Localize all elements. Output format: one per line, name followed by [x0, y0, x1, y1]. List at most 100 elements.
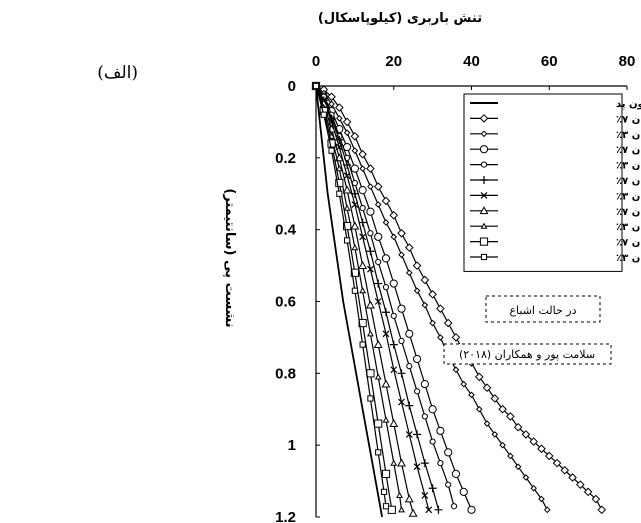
triangle-point — [389, 418, 399, 427]
x-point — [425, 506, 433, 514]
y-tick-label: 0.8 — [275, 365, 296, 382]
series-layer — [311, 81, 607, 518]
square-point — [359, 341, 366, 348]
annotation-saturated-text: در حالت اشباع — [509, 304, 576, 317]
legend-entry: H=B/6 سیمان ۷٪ — [470, 237, 641, 249]
circle-point — [390, 312, 397, 319]
plus-point — [413, 430, 422, 439]
x-point — [413, 463, 421, 471]
legend-label: H=B/2 سیمان ۳٪ — [616, 191, 641, 202]
square-point — [366, 369, 375, 378]
diamond-point — [521, 430, 531, 439]
diamond-point — [543, 506, 551, 514]
diamond-point — [390, 233, 398, 241]
diamond-point — [398, 251, 405, 259]
diamond-point — [335, 103, 344, 112]
diamond-point — [544, 451, 554, 461]
x-point — [351, 201, 359, 208]
y-axis-title: نشست پی (سانتیمتر) — [222, 188, 237, 327]
series-line — [315, 85, 414, 514]
square-point — [480, 253, 488, 261]
diamond-point — [576, 480, 585, 489]
plus-point — [428, 484, 437, 493]
legend-label: H=2B/3 سیمان ۷٪ — [616, 145, 641, 156]
legend-entry: پی بدون پد — [470, 99, 641, 110]
circle-point — [397, 304, 406, 313]
circle-point — [398, 337, 405, 345]
legend: پی بدون پد H=B سیمان ۷٪ H=B سیمان ۳٪ H=2B/3… — [463, 93, 641, 272]
x-point — [480, 191, 488, 199]
circle-point — [375, 258, 382, 266]
legend-entry: H=2B/3 سیمان ۳٪ — [470, 161, 641, 172]
diamond-point — [367, 183, 374, 190]
diamond-point — [451, 333, 461, 342]
diamond-point — [351, 147, 359, 154]
series-line — [315, 85, 387, 507]
x-axis-title: تنش باربری (کیلوپاسکال) — [318, 11, 482, 26]
triangle-point — [398, 506, 405, 513]
legend-entry: H=B/2 سیمان ۳٪ — [470, 191, 641, 202]
legend-label: H=B/3 سیمان ۳٪ — [616, 222, 641, 233]
square-point — [479, 237, 489, 246]
legend-label: H=B/6 سیمان ۳٪ — [616, 253, 641, 264]
square-point — [343, 221, 352, 231]
diamond-point — [389, 210, 399, 220]
triangle-point — [396, 491, 404, 499]
y-tick-label: 0 — [288, 78, 296, 95]
y-tick-label: 0.6 — [275, 294, 296, 311]
triangle-point — [480, 222, 488, 229]
circle-point — [374, 232, 383, 241]
annotation-reference-text: سلامت پور و همکاران (۲۰۱۸) — [459, 348, 595, 361]
circle-point — [445, 481, 452, 488]
circle-point — [382, 284, 390, 291]
plus-point — [397, 369, 406, 378]
legend-entry: H=B/3 سیمان ۷٪ — [470, 206, 641, 218]
y-tick-label: 1 — [288, 437, 296, 454]
circle-point — [437, 460, 444, 467]
diamond-point — [336, 115, 343, 122]
x-tick-label: 60 — [541, 53, 558, 70]
circle-point — [367, 230, 374, 237]
legend-label: H=B/2 سیمان ۷٪ — [616, 176, 641, 187]
legend-entry: H=B/3 سیمان ۳٪ — [470, 222, 641, 233]
square-point — [381, 469, 391, 478]
circle-point — [428, 405, 437, 414]
circle-point — [479, 145, 489, 154]
circle-point — [381, 254, 391, 263]
diamond-point — [530, 484, 538, 492]
square-point — [312, 82, 320, 90]
diamond-point — [560, 466, 570, 475]
diamond-point — [436, 304, 445, 313]
tick-labels: 0 20 40 60 80 0 0.2 0.4 0.6 0.8 1 1.2 — [275, 53, 635, 523]
x-tick-label: 40 — [463, 53, 480, 70]
circle-point — [405, 329, 414, 338]
triangle-point — [342, 185, 352, 194]
y-tick-label: 1.2 — [275, 509, 296, 523]
square-point — [350, 268, 359, 277]
triangle-point — [365, 300, 375, 309]
triangle-point — [351, 243, 359, 251]
triangle-point — [374, 373, 382, 380]
diamond-point — [498, 404, 507, 414]
legend-entry: H=2B/3 سیمان ۷٪ — [470, 145, 641, 156]
triangle-point — [397, 458, 406, 467]
circle-point — [451, 469, 461, 478]
x-point — [421, 492, 429, 499]
series-3 — [312, 82, 551, 514]
square-point — [328, 147, 335, 154]
diamond-point — [397, 228, 406, 238]
x-point — [398, 398, 405, 406]
diamond-point — [359, 165, 366, 172]
y-tick-label: 0.2 — [275, 150, 296, 167]
circle-point — [480, 161, 488, 168]
diamond-point — [491, 431, 499, 438]
series-line — [315, 85, 383, 518]
axes — [315, 85, 628, 518]
diamond-point — [483, 420, 491, 427]
diamond-point — [468, 391, 475, 399]
legend-entry: H=B/6 سیمان ۳٪ — [470, 253, 641, 264]
circle-point — [350, 164, 359, 173]
x-point — [405, 430, 413, 438]
triangle-point — [373, 339, 383, 348]
